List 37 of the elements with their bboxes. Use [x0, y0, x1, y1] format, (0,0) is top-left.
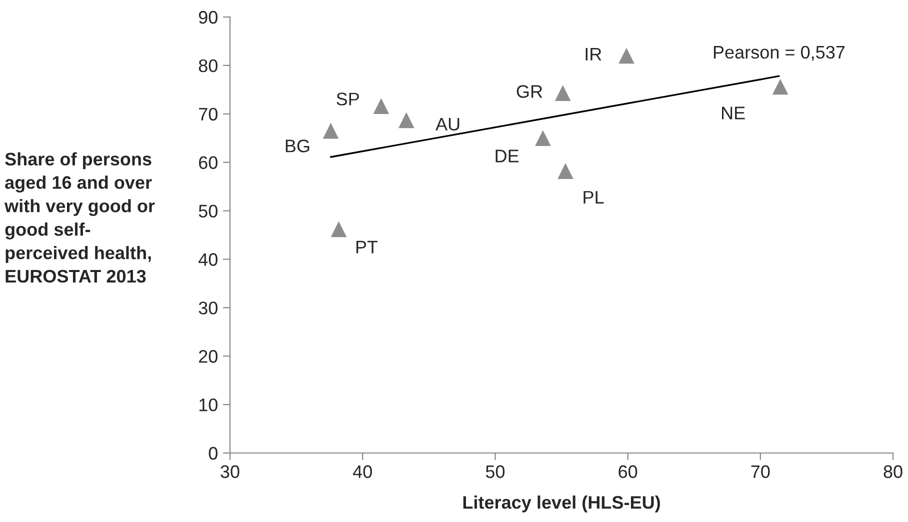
data-label: PL [584, 191, 604, 204]
y-tick-label: 0 [208, 446, 218, 460]
y-tick-label: 90 [198, 10, 218, 24]
data-label: SP [336, 92, 359, 106]
y-tick-label: 10 [199, 398, 218, 412]
y-tick-label: 40 [198, 253, 218, 266]
y-tick-label: 60 [199, 156, 218, 170]
y-tick-label: 30 [198, 302, 218, 314]
x-tick-label: 50 [486, 465, 505, 478]
point [772, 78, 788, 95]
data-label: IR [586, 48, 602, 60]
point [554, 85, 571, 101]
x-tick-label: 40 [352, 465, 372, 478]
data-label: DE [496, 150, 519, 162]
y-tick-label: 70 [199, 108, 218, 121]
y-tick-label: 20 [199, 350, 218, 363]
data-label: PT [356, 240, 378, 254]
point [373, 98, 390, 114]
data-label: BG [286, 140, 310, 152]
point [330, 221, 347, 238]
y-tick-label: 50 [198, 204, 218, 218]
point [398, 112, 414, 128]
data-label: GR [516, 85, 542, 98]
y-tick-label: 80 [198, 59, 218, 72]
x-tick-label: 30 [220, 465, 240, 478]
point [322, 122, 339, 139]
data-label: AU [436, 118, 460, 131]
annotation: Pearson = 0,537 [714, 46, 845, 61]
data-label: NE [722, 106, 745, 120]
x-tick-label: 80 [884, 465, 902, 478]
x-axis-title: Literacy level (HLS-EU) [463, 496, 660, 512]
point [618, 48, 634, 64]
point [558, 163, 574, 179]
x-tick-label: 60 [618, 465, 638, 478]
y-axis-title: Share of persons aged 16 and over with very good or good self- perceived health, EUROSTAT 2013 [4, 152, 155, 283]
point [535, 130, 551, 146]
x-tick-label: 70 [751, 465, 770, 478]
